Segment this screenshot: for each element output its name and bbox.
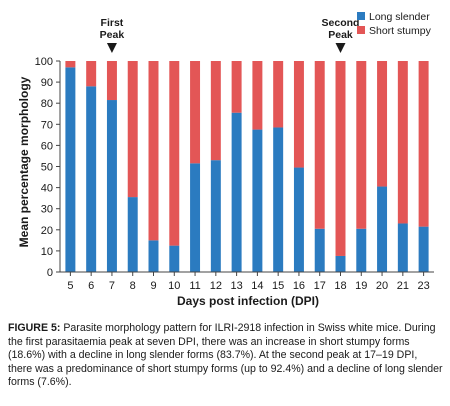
legend-swatch-short-stumpy	[357, 26, 365, 34]
bar-short-stumpy-dpi-16	[293, 61, 304, 168]
x-tick-label: 15	[272, 280, 284, 292]
bar-long-slender-dpi-10	[169, 245, 180, 272]
bar-short-stumpy-dpi-23	[418, 61, 429, 227]
y-axis-title: Mean percentage morphology	[17, 76, 31, 247]
x-tick-label: 8	[130, 280, 136, 292]
bar-long-slender-dpi-21	[397, 223, 408, 272]
bar-short-stumpy-dpi-10	[169, 61, 180, 246]
legend-label-long-slender: Long slender	[369, 11, 430, 23]
x-tick-label: 18	[334, 280, 346, 292]
x-tick-label: 17	[314, 280, 326, 292]
bar-long-slender-dpi-15	[273, 127, 284, 272]
bar-short-stumpy-dpi-8	[127, 61, 138, 198]
peak-arrow-icon	[106, 43, 117, 53]
bar-long-slender-dpi-19	[356, 228, 367, 272]
x-tick-label: 14	[251, 280, 263, 292]
bar-long-slender-dpi-17	[314, 228, 325, 272]
y-tick-label: 0	[47, 267, 53, 279]
bar-short-stumpy-dpi-21	[397, 61, 408, 224]
y-tick-label: 60	[41, 140, 53, 152]
peak-label-line2: Peak	[100, 29, 125, 41]
bar-long-slender-dpi-5	[65, 67, 76, 272]
bar-long-slender-dpi-9	[148, 240, 159, 272]
y-tick-label: 30	[41, 204, 53, 216]
peak-label-line1: Second	[322, 17, 360, 29]
peak-arrow-icon	[335, 43, 346, 53]
bar-short-stumpy-dpi-12	[210, 61, 221, 161]
y-tick-label: 50	[41, 162, 53, 174]
stacked-bar-chart: 0 10 20 30 40 50 60 70 80 90 100 5 6 7 8 9 10 11 12 13 14 15 1…	[17, 11, 434, 308]
peak-label-line1: First	[101, 17, 124, 29]
bar-long-slender-dpi-7	[106, 100, 117, 272]
x-axis-title: Days post infection (DPI)	[177, 294, 319, 308]
bar-long-slender-dpi-6	[86, 86, 97, 272]
caption-text: Parasite morphology pattern for ILRI-291…	[8, 322, 443, 389]
y-tick-label: 90	[41, 77, 53, 89]
bar-long-slender-dpi-20	[377, 186, 388, 272]
x-tick-label: 10	[168, 280, 180, 292]
x-tick-label: 20	[376, 280, 388, 292]
bar-short-stumpy-dpi-17	[314, 61, 325, 229]
x-tick-label: 16	[293, 280, 305, 292]
x-tick-label: 7	[109, 280, 115, 292]
peak-label-line2: Peak	[328, 29, 353, 41]
bar-long-slender-dpi-14	[252, 129, 263, 272]
bar-short-stumpy-dpi-15	[273, 61, 284, 128]
x-tick-label: 19	[355, 280, 367, 292]
x-tick-label: 12	[210, 280, 222, 292]
y-tick-label: 100	[35, 56, 53, 68]
y-tick-label: 70	[41, 119, 53, 131]
x-tick-label: 21	[397, 280, 409, 292]
bar-long-slender-dpi-11	[190, 163, 201, 272]
bar-short-stumpy-dpi-6	[86, 61, 97, 87]
bar-long-slender-dpi-8	[127, 197, 138, 272]
bar-short-stumpy-dpi-13	[231, 61, 242, 113]
figure-caption: FIGURE 5: Parasite morphology pattern fo…	[8, 322, 444, 390]
bar-short-stumpy-dpi-19	[356, 61, 367, 229]
bar-short-stumpy-dpi-18	[335, 61, 346, 256]
legend-swatch-long-slender	[357, 12, 365, 20]
bar-short-stumpy-dpi-5	[65, 61, 76, 68]
bar-long-slender-dpi-23	[418, 226, 429, 272]
legend: Long slender Short stumpy	[357, 11, 432, 37]
bar-long-slender-dpi-16	[293, 167, 304, 272]
y-tick-label: 20	[41, 225, 53, 237]
bar-short-stumpy-dpi-14	[252, 61, 263, 130]
legend-label-short-stumpy: Short stumpy	[369, 25, 432, 37]
bar-short-stumpy-dpi-9	[148, 61, 159, 241]
bar-long-slender-dpi-12	[210, 160, 221, 272]
x-tick-label: 6	[88, 280, 94, 292]
x-tick-label: 9	[150, 280, 156, 292]
y-tick-label: 10	[41, 246, 53, 258]
bars-group	[65, 61, 429, 272]
x-tick-label: 23	[417, 280, 429, 292]
x-tick-label: 5	[67, 280, 73, 292]
caption-label: FIGURE 5:	[8, 322, 61, 334]
bar-short-stumpy-dpi-7	[106, 61, 117, 101]
bar-long-slender-dpi-18	[335, 255, 346, 272]
bar-short-stumpy-dpi-11	[190, 61, 201, 164]
y-tick-label: 40	[41, 183, 53, 195]
y-tick-label: 80	[41, 98, 53, 110]
x-tick-label: 13	[230, 280, 242, 292]
axes-group: 0 10 20 30 40 50 60 70 80 90 100 5 6 7 8 9 10 11 12 13 14 15 1…	[35, 56, 434, 292]
bar-short-stumpy-dpi-20	[377, 61, 388, 187]
x-tick-label: 11	[189, 280, 200, 292]
bar-long-slender-dpi-13	[231, 112, 242, 272]
